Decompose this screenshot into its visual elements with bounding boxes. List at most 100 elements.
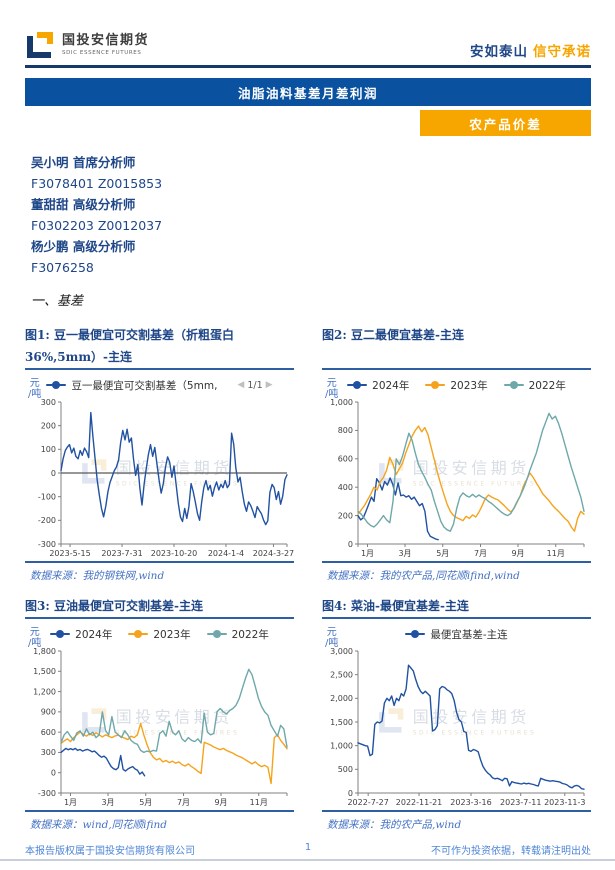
svg-text:9月: 9月 [214, 798, 227, 807]
svg-text:11月: 11月 [250, 798, 268, 807]
legend-item: 2024年 [50, 627, 112, 642]
watermark-logo-icon [378, 708, 403, 733]
svg-text:-200: -200 [38, 516, 56, 525]
svg-text:0: 0 [51, 469, 56, 478]
svg-text:600: 600 [338, 455, 353, 464]
figures-grid: 图1: 豆一最便宜可交割基差（折粗蛋白36%,5mm）-主连 豆一最便宜可交割基… [25, 322, 591, 832]
watermark-brand-cn: 国投安信期货 [115, 707, 233, 727]
chart-legend: 2024年 2023年 2022年 [322, 374, 591, 396]
axis-unit-label: 元 /吨 [28, 627, 42, 649]
svg-text:200: 200 [41, 421, 56, 430]
svg-text:100: 100 [41, 445, 56, 454]
analyst-name-title: 吴小明 首席分析师 [31, 155, 136, 170]
svg-text:2023-3-16: 2023-3-16 [450, 798, 491, 807]
prev-page-icon[interactable]: ◀ [237, 380, 245, 390]
svg-text:2022-7-27: 2022-7-27 [347, 798, 388, 807]
svg-text:7月: 7月 [177, 798, 190, 807]
svg-text:200: 200 [338, 511, 353, 520]
legend-label: 2022年 [528, 379, 566, 392]
brand-subtitle: SDIC ESSENCE FUTURES [62, 50, 142, 56]
axis-unit-label: 元 /吨 [28, 378, 42, 400]
legend-marker-icon [425, 381, 446, 389]
svg-text:1,800: 1,800 [33, 647, 56, 656]
category-badge: 农产品价差 [420, 110, 591, 136]
page-indicator: 1/1 [247, 379, 263, 391]
section-title: 一、基差 [31, 294, 84, 309]
svg-text:800: 800 [338, 426, 353, 435]
chart-area: 国投安信期货 SDIC ESSENCE FUTURES 1,000 800 600 4… [322, 396, 591, 560]
svg-text:2022-11-21: 2022-11-21 [396, 798, 443, 807]
watermark-brand-en: SDIC ESSENCE FUTURES [412, 480, 537, 488]
legend-label: 2024年 [372, 379, 410, 392]
legend-marker-icon [347, 381, 368, 389]
svg-text:1,000: 1,000 [330, 398, 353, 407]
footer-disclaimer: 不可作为投资依据，转载请注明出处 [431, 846, 591, 857]
watermark-brand-cn: 国投安信期货 [412, 458, 530, 478]
legend-item: 最便宜基差-主连 [405, 627, 508, 642]
legend-marker-icon [50, 630, 71, 638]
legend-item: 2023年 [425, 378, 488, 393]
analyst-block: 吴小明 首席分析师 F3078401 Z0015853 董甜甜 高级分析师 F0… [31, 152, 162, 278]
svg-text:1,200: 1,200 [33, 687, 56, 696]
svg-text:2023-7-31: 2023-7-31 [101, 549, 142, 558]
figure-bottom-rule [25, 561, 294, 563]
legend-item: 2022年 [503, 378, 566, 393]
svg-text:2,500: 2,500 [330, 670, 353, 679]
analyst-name-title: 董甜甜 高级分析师 [31, 197, 136, 212]
analyst-codes: F0302203 Z0012037 [31, 218, 163, 233]
svg-text:0: 0 [348, 540, 353, 549]
brand-logo: 国投安信期货 SDIC ESSENCE FUTURES [25, 30, 149, 60]
legend-label: 最便宜基差-主连 [430, 628, 508, 641]
analyst-codes: F3078401 Z0015853 [31, 176, 163, 191]
figure-source: 数据来源：我的钢铁网,wind [30, 570, 165, 582]
svg-text:1,500: 1,500 [330, 718, 353, 727]
analyst-name-title: 杨少鹏 高级分析师 [31, 239, 136, 254]
svg-text:3月: 3月 [398, 549, 411, 558]
legend-item: 2024年 [347, 378, 409, 393]
svg-text:7月: 7月 [474, 549, 487, 558]
report-title: 油脂油料基差月差利润 [237, 85, 378, 101]
svg-text:900: 900 [41, 708, 56, 717]
chart-area: 国投安信期货 SDIC ESSENCE FUTURES 1,800 1,500 1,… [25, 645, 294, 809]
svg-text:11月: 11月 [547, 549, 565, 558]
svg-text:1月: 1月 [361, 549, 374, 558]
figure-title: 图1: 豆一最便宜可交割基差（折粗蛋白36%,5mm）-主连 [25, 322, 294, 370]
watermark-logo-icon [81, 459, 106, 484]
svg-text:300: 300 [41, 748, 56, 757]
page-header: 国投安信期货 SDIC ESSENCE FUTURES 安如泰山 信守承诺 [25, 22, 591, 68]
figure-3: 图3: 豆油最便宜可交割基差-主连 2024年 2023年 2022年 元 /吨 国… [25, 593, 294, 832]
legend-marker-icon [46, 381, 67, 389]
legend-item: 2023年 [128, 627, 191, 642]
svg-text:2024-1-4: 2024-1-4 [208, 549, 244, 558]
svg-text:1,500: 1,500 [33, 667, 56, 676]
svg-text:2023-7-11: 2023-7-11 [500, 798, 541, 807]
svg-text:2,000: 2,000 [330, 694, 353, 703]
legend-marker-icon [128, 630, 149, 638]
report-title-banner: 油脂油料基差月差利润 [25, 78, 591, 106]
svg-text:0: 0 [348, 789, 353, 798]
svg-text:600: 600 [41, 728, 56, 737]
legend-marker-icon [206, 630, 227, 638]
next-page-icon[interactable]: ▶ [265, 380, 273, 390]
page-number: 1 [304, 842, 312, 853]
svg-text:2024-3-27: 2024-3-27 [253, 549, 294, 558]
figure-1: 图1: 豆一最便宜可交割基差（折粗蛋白36%,5mm）-主连 豆一最便宜可交割基… [25, 322, 294, 583]
chart-svg: 1,000 800 600 400 200 0 1月 3月 5月 7月 9月 11月 [330, 398, 585, 558]
svg-text:2023-5-15: 2023-5-15 [49, 549, 90, 558]
footer-copyright: 本报告版权属于国投安信期货有限公司 [25, 846, 195, 857]
figure-source: 数据来源：我的农产品,同花顺ifind,wind [327, 570, 520, 582]
watermark-brand-cn: 国投安信期货 [412, 707, 530, 727]
figure-title: 图3: 豆油最便宜可交割基差-主连 [25, 593, 294, 619]
svg-text:-300: -300 [38, 789, 56, 798]
svg-text:1月: 1月 [64, 798, 77, 807]
legend-label: 2023年 [153, 628, 191, 641]
svg-text:400: 400 [338, 483, 353, 492]
figure-bottom-rule [322, 561, 591, 563]
svg-text:500: 500 [338, 765, 353, 774]
svg-text:5月: 5月 [436, 549, 449, 558]
slogan-orange: 信守承诺 [533, 44, 591, 60]
axis-unit-label: 元 /吨 [325, 378, 339, 400]
legend-marker-icon [405, 630, 426, 638]
